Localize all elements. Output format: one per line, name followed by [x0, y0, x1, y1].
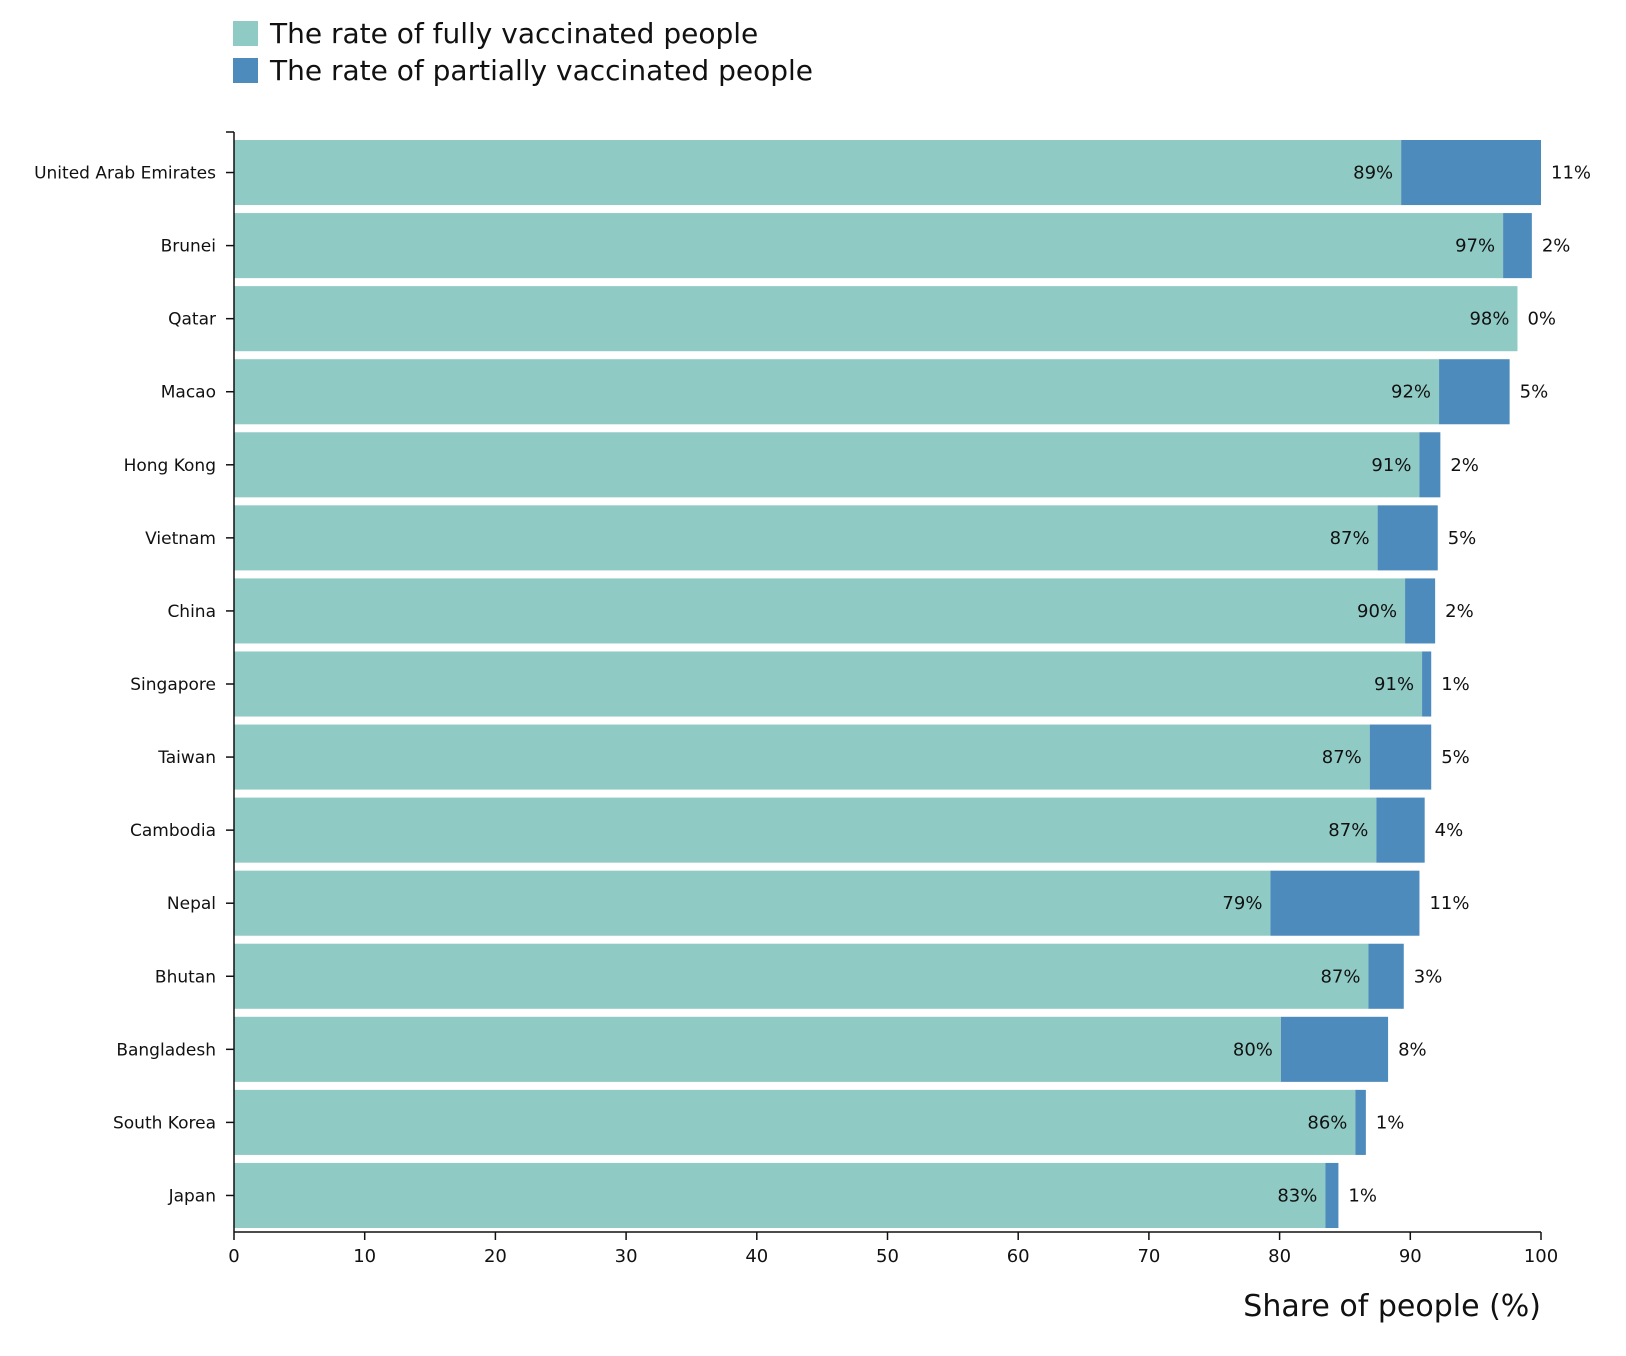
- bar-fully: [234, 651, 1423, 717]
- bar-partially: [1368, 943, 1404, 1009]
- data-label-partially: 5%: [1441, 747, 1470, 768]
- bar-fully: [234, 870, 1271, 936]
- data-label-fully: 86%: [1307, 1112, 1347, 1133]
- data-label-fully: 87%: [1330, 528, 1370, 549]
- bar-partially: [1419, 432, 1441, 498]
- legend-swatch-fully: [233, 21, 258, 46]
- data-label-partially: 2%: [1445, 601, 1474, 622]
- legend-swatch-partially: [233, 58, 258, 83]
- x-tick-label: 30: [615, 1246, 638, 1267]
- data-label-fully: 91%: [1371, 455, 1411, 476]
- data-label-partially: 11%: [1551, 163, 1591, 184]
- bar-partially: [1369, 724, 1432, 790]
- category-label: Bhutan: [155, 967, 216, 987]
- legend: The rate of fully vaccinated people The …: [233, 17, 813, 87]
- bar-fully: [234, 286, 1518, 352]
- x-tick-label: 10: [353, 1246, 376, 1267]
- bar-partially: [1401, 140, 1541, 206]
- category-label: Singapore: [130, 675, 216, 695]
- data-label-partially: 11%: [1429, 893, 1469, 914]
- data-label-partially: 3%: [1414, 966, 1443, 987]
- data-label-partially: 1%: [1348, 1185, 1377, 1206]
- bar-partially: [1355, 1089, 1366, 1155]
- x-tick-label: 70: [1137, 1246, 1160, 1267]
- bar-fully: [234, 724, 1370, 790]
- category-label: Bangladesh: [116, 1040, 216, 1060]
- data-label-fully: 89%: [1353, 163, 1393, 184]
- category-label: Qatar: [168, 310, 216, 330]
- legend-label-fully: The rate of fully vaccinated people: [269, 17, 758, 50]
- category-label: South Korea: [113, 1113, 216, 1133]
- bar-fully: [234, 797, 1377, 863]
- category-label: United Arab Emirates: [34, 164, 216, 184]
- x-tick-label: 60: [1007, 1246, 1030, 1267]
- x-tick-label: 50: [876, 1246, 899, 1267]
- bar-partially: [1422, 651, 1432, 717]
- bar-fully: [234, 578, 1406, 644]
- data-label-fully: 97%: [1455, 236, 1495, 257]
- data-label-partially: 1%: [1376, 1112, 1405, 1133]
- x-tick-label: 100: [1524, 1246, 1558, 1267]
- x-tick-label: 80: [1268, 1246, 1291, 1267]
- category-label: Nepal: [167, 894, 216, 914]
- bar-fully: [234, 1016, 1281, 1082]
- data-label-partially: 1%: [1441, 674, 1470, 695]
- data-label-partially: 2%: [1542, 236, 1571, 257]
- category-label: Hong Kong: [124, 456, 216, 476]
- bar-partially: [1325, 1162, 1339, 1228]
- bar-partially: [1377, 505, 1438, 571]
- data-label-partially: 0%: [1527, 309, 1556, 330]
- data-label-partially: 2%: [1450, 455, 1479, 476]
- bar-fully: [234, 505, 1378, 571]
- x-axis-title: Share of people (%): [1243, 1289, 1541, 1324]
- data-label-fully: 79%: [1222, 893, 1262, 914]
- bar-fully: [234, 213, 1504, 279]
- data-label-fully: 98%: [1469, 309, 1509, 330]
- legend-label-partially: The rate of partially vaccinated people: [269, 54, 813, 87]
- category-label: Cambodia: [130, 821, 216, 841]
- bar-partially: [1439, 359, 1510, 425]
- bar-fully: [234, 432, 1420, 498]
- category-label: Taiwan: [157, 748, 216, 768]
- bar-partially: [1280, 1016, 1389, 1082]
- bar-partially: [1405, 578, 1436, 644]
- data-label-partially: 5%: [1448, 528, 1477, 549]
- data-label-fully: 87%: [1322, 747, 1362, 768]
- data-label-fully: 87%: [1320, 966, 1360, 987]
- category-label: Macao: [161, 383, 216, 403]
- x-tick-label: 90: [1399, 1246, 1422, 1267]
- data-label-fully: 87%: [1328, 820, 1368, 841]
- bar-partially: [1270, 870, 1420, 936]
- data-label-partially: 5%: [1520, 382, 1549, 403]
- x-tick-label: 20: [484, 1246, 507, 1267]
- bar-fully: [234, 140, 1402, 206]
- data-label-fully: 80%: [1233, 1039, 1273, 1060]
- bar-fully: [234, 359, 1440, 425]
- category-label: Japan: [168, 1186, 216, 1206]
- data-label-fully: 91%: [1374, 674, 1414, 695]
- category-label: China: [167, 602, 216, 622]
- x-tick-label: 0: [228, 1246, 239, 1267]
- x-tick-label: 40: [745, 1246, 768, 1267]
- bar-partially: [1376, 797, 1425, 863]
- data-label-fully: 90%: [1357, 601, 1397, 622]
- category-label: Brunei: [161, 237, 216, 257]
- plot-area: 89% 11% United Arab Emirates 97% 2% Brunei 98%…: [34, 131, 1591, 1267]
- data-label-fully: 92%: [1391, 382, 1431, 403]
- data-label-fully: 83%: [1277, 1185, 1317, 1206]
- bar-fully: [234, 1162, 1326, 1228]
- data-label-partially: 8%: [1398, 1039, 1427, 1060]
- bar-fully: [234, 1089, 1356, 1155]
- bar-partially: [1503, 213, 1532, 279]
- category-label: Vietnam: [145, 529, 216, 549]
- data-label-partially: 4%: [1435, 820, 1464, 841]
- bar-fully: [234, 943, 1369, 1009]
